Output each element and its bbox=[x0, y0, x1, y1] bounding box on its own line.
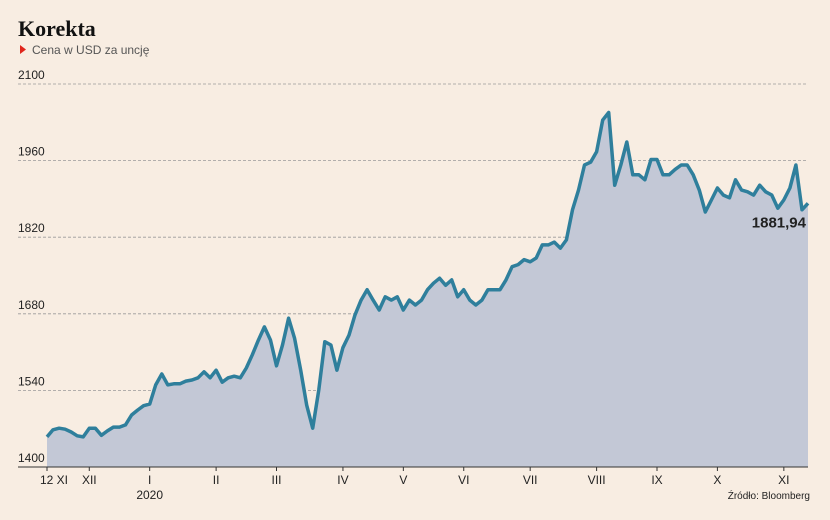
x-tick-label: III bbox=[272, 473, 282, 487]
y-tick-label: 1540 bbox=[18, 374, 45, 388]
subtitle: Cena w USD za uncję bbox=[32, 43, 150, 57]
x-tick-label: X bbox=[713, 473, 721, 487]
x-tick-label: I bbox=[148, 473, 151, 487]
x-tick-label: V bbox=[399, 473, 407, 487]
y-tick-label: 2100 bbox=[18, 68, 45, 82]
x-tick-label: VI bbox=[458, 473, 469, 487]
x-tick-label: IV bbox=[337, 473, 348, 487]
x-tick-label: II bbox=[213, 473, 220, 487]
chart-title: Korekta bbox=[18, 16, 96, 41]
x-tick-label: VII bbox=[523, 473, 538, 487]
x-tick-label: XII bbox=[82, 473, 97, 487]
line bbox=[45, 110, 810, 439]
source: Źródło: Bloomberg bbox=[728, 489, 810, 502]
y-tick-label: 1820 bbox=[18, 221, 45, 235]
value-label: 1881,94 bbox=[752, 214, 807, 231]
year-label: 2020 bbox=[136, 488, 163, 502]
x-tick-label: IX bbox=[651, 473, 662, 487]
y-tick-label: 1680 bbox=[18, 298, 45, 312]
y-tick-label: 1400 bbox=[18, 451, 45, 465]
x-tick-label: XI bbox=[778, 473, 789, 487]
x-tick-label: 12 XI bbox=[40, 473, 68, 487]
x-tick-label: VIII bbox=[588, 473, 606, 487]
y-tick-label: 1960 bbox=[18, 145, 45, 159]
subtitle-marker bbox=[20, 45, 26, 54]
